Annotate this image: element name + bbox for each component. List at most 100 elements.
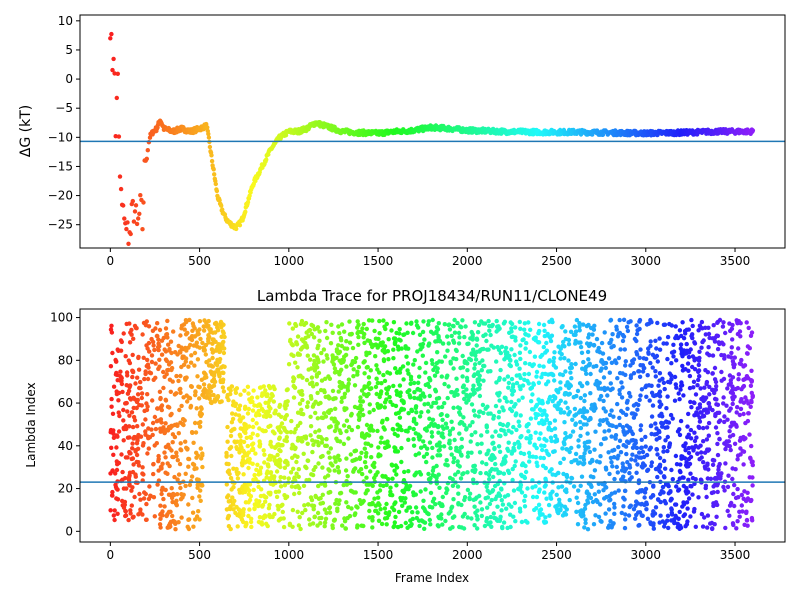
lambda-point: [321, 359, 325, 363]
lambda-point: [633, 458, 637, 462]
lambda-point: [238, 434, 242, 438]
lambda-point: [287, 362, 291, 366]
lambda-point: [392, 508, 396, 512]
lambda-point: [262, 460, 266, 464]
lambda-point: [631, 411, 635, 415]
lambda-point: [408, 505, 412, 509]
lambda-point: [673, 502, 677, 506]
lambda-point: [370, 345, 374, 349]
lambda-point: [120, 382, 124, 386]
lambda-point: [270, 515, 274, 519]
lambda-point: [186, 365, 190, 369]
lambda-point: [183, 484, 187, 488]
lambda-point: [588, 391, 592, 395]
lambda-point: [159, 492, 163, 496]
lambda-point: [636, 523, 640, 527]
lambda-point: [289, 470, 293, 474]
lambda-point: [367, 483, 371, 487]
lambda-point: [685, 342, 689, 346]
lambda-point: [599, 442, 603, 446]
lambda-point: [145, 358, 149, 362]
lambda-point: [388, 371, 392, 375]
lambda-point: [583, 507, 587, 511]
lambda-point: [398, 383, 402, 387]
lambda-point: [198, 319, 202, 323]
lambda-point: [454, 448, 458, 452]
lambda-point: [470, 335, 474, 339]
lambda-point: [519, 434, 523, 438]
lambda-point: [411, 362, 415, 366]
lambda-point: [371, 484, 375, 488]
lambda-point: [586, 494, 590, 498]
lambda-point: [377, 331, 381, 335]
lambda-point: [278, 449, 282, 453]
lambda-point: [392, 445, 396, 449]
lambda-point: [228, 392, 232, 396]
lambda-point: [502, 461, 506, 465]
lambda-point: [374, 377, 378, 381]
lambda-point: [194, 466, 198, 470]
lambda-point: [121, 418, 125, 422]
lambda-point: [130, 503, 134, 507]
lambda-point: [391, 403, 395, 407]
lambda-point: [580, 384, 584, 388]
lambda-point: [381, 373, 385, 377]
lambda-point: [481, 403, 485, 407]
lambda-point: [698, 444, 702, 448]
lambda-point: [622, 318, 626, 322]
lambda-point: [482, 364, 486, 368]
lambda-point: [343, 526, 347, 530]
lambda-point: [283, 406, 287, 410]
lambda-point: [363, 460, 367, 464]
lambda-point: [256, 485, 260, 489]
lambda-point: [431, 318, 435, 322]
lambda-point: [197, 478, 201, 482]
lambda-point: [287, 476, 291, 480]
lambda-point: [365, 393, 369, 397]
lambda-point: [323, 507, 327, 511]
lambda-point: [426, 472, 430, 476]
lambda-point: [518, 384, 522, 388]
lambda-point: [159, 420, 163, 424]
lambda-point: [345, 347, 349, 351]
lambda-point: [604, 366, 608, 370]
lambda-point: [579, 484, 583, 488]
lambda-point: [409, 522, 413, 526]
lambda-point: [257, 439, 261, 443]
lambda-point: [193, 351, 197, 355]
lambda-point: [638, 393, 642, 397]
lambda-point: [441, 435, 445, 439]
lambda-point: [382, 357, 386, 361]
lambda-point: [415, 349, 419, 353]
lambda-point: [191, 321, 195, 325]
lambda-point: [139, 435, 143, 439]
lambda-point: [300, 511, 304, 515]
delta-g-point: [119, 187, 123, 191]
lambda-point: [306, 458, 310, 462]
lambda-point: [108, 471, 112, 475]
lambda-point: [686, 478, 690, 482]
lambda-point: [221, 380, 225, 384]
lambda-point: [450, 525, 454, 529]
lambda-point: [124, 401, 128, 405]
lambda-point: [349, 452, 353, 456]
lambda-point: [377, 370, 381, 374]
lambda-point: [265, 394, 269, 398]
lambda-point: [155, 482, 159, 486]
lambda-point: [635, 462, 639, 466]
lambda-point: [397, 338, 401, 342]
lambda-point: [685, 500, 689, 504]
lambda-point: [678, 476, 682, 480]
lambda-point: [440, 418, 444, 422]
lambda-point: [694, 525, 698, 529]
lambda-point: [542, 411, 546, 415]
lambda-point: [412, 444, 416, 448]
lambda-point: [661, 449, 665, 453]
lambda-point: [383, 506, 387, 510]
lambda-point: [346, 474, 350, 478]
lambda-point: [286, 387, 290, 391]
lambda-point: [364, 465, 368, 469]
lambda-point: [532, 443, 536, 447]
lambda-point: [169, 412, 173, 416]
lambda-point: [431, 473, 435, 477]
